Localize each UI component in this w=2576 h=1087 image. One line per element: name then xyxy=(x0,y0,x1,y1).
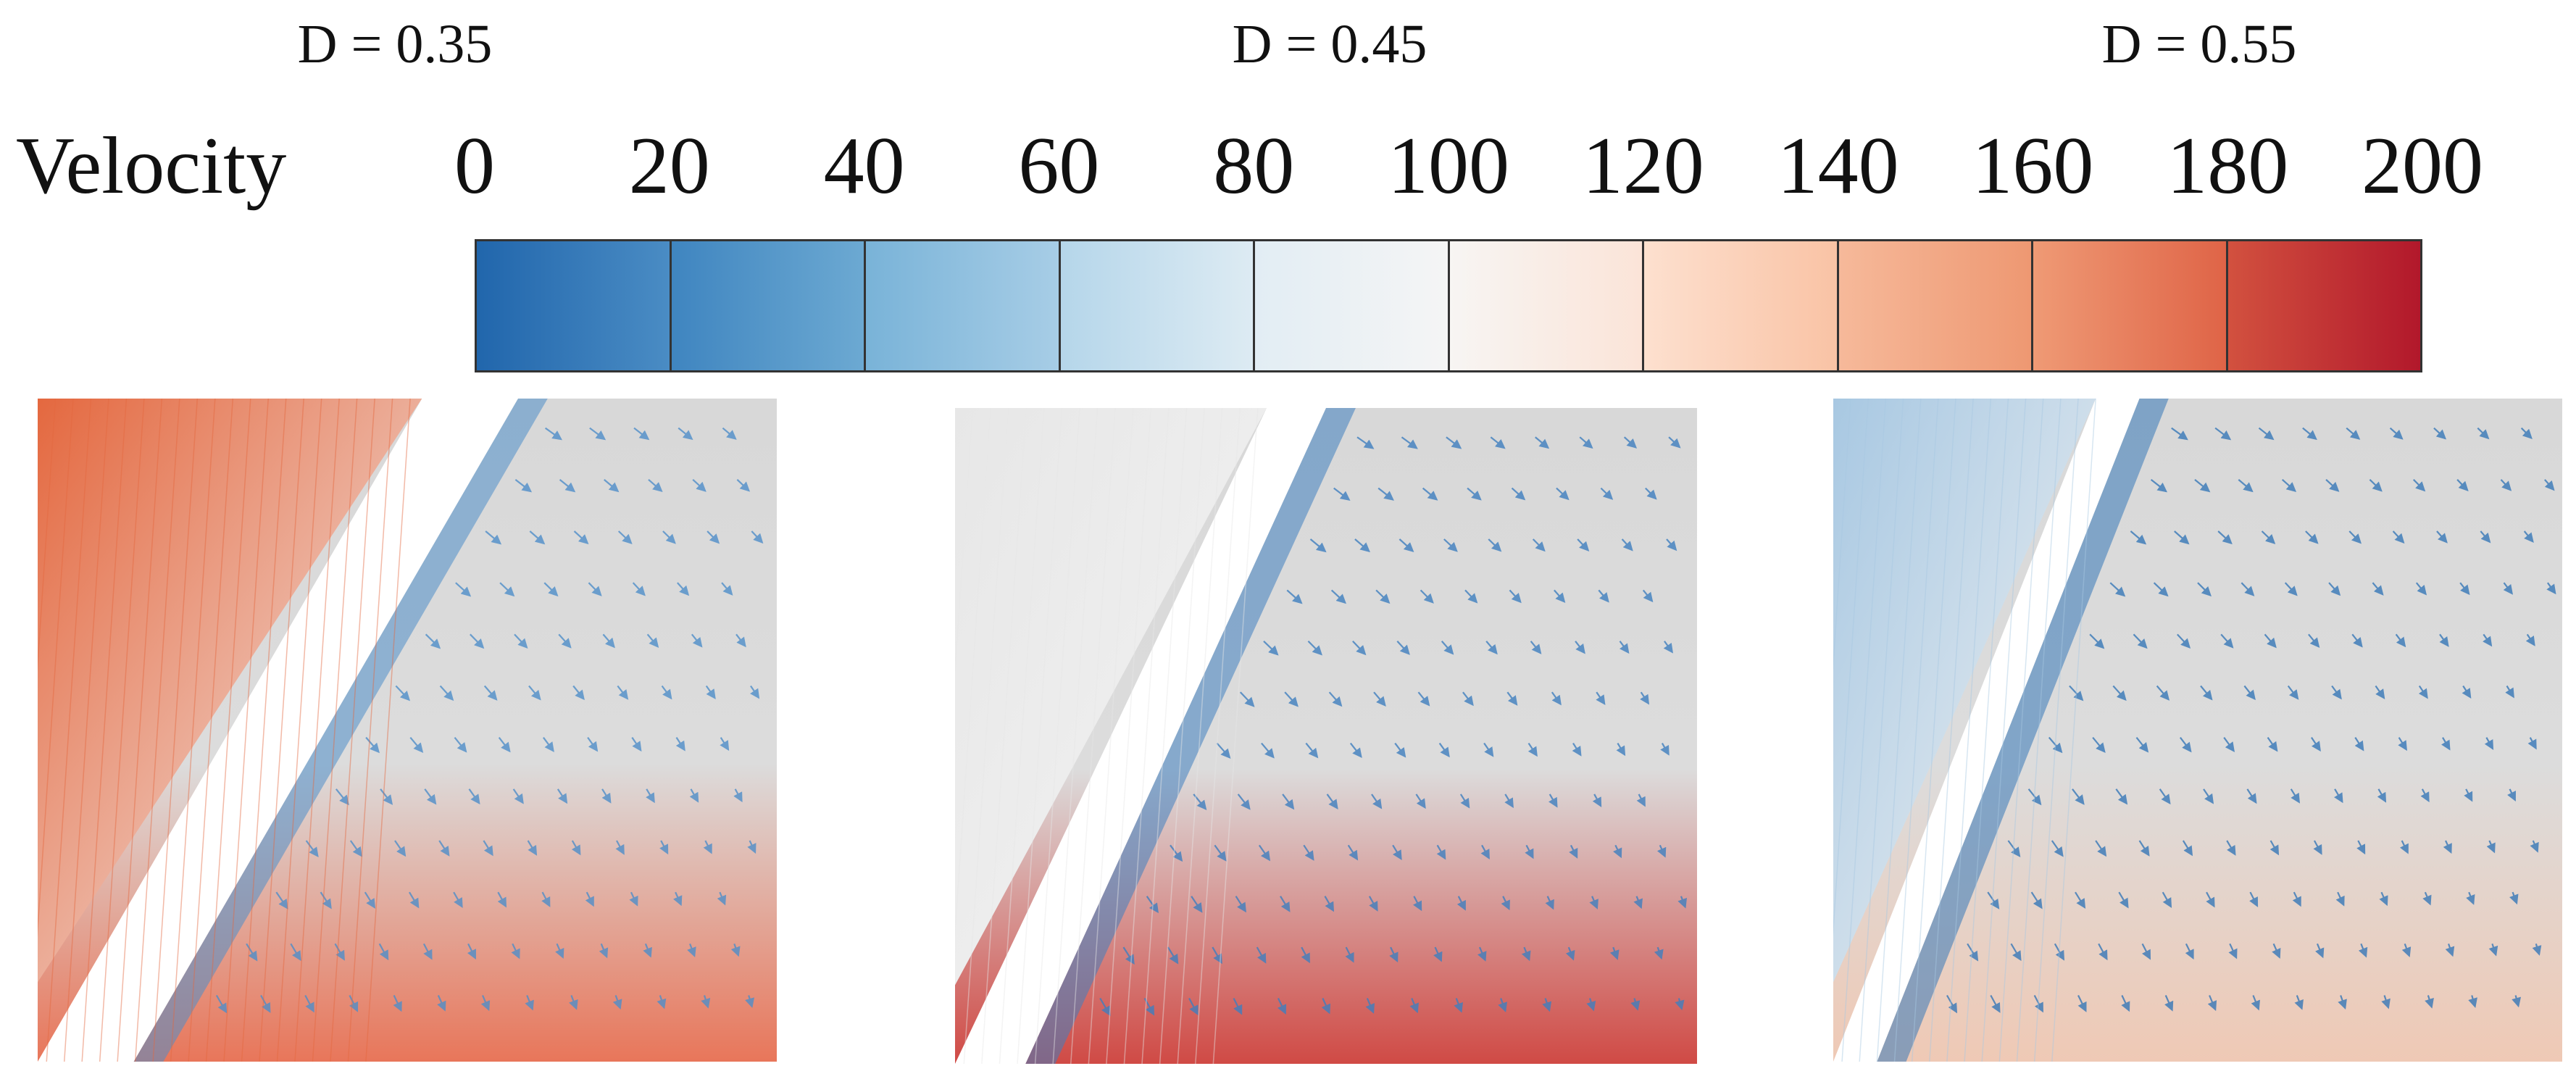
panel-title-d035: D = 0.35 xyxy=(297,14,493,75)
colorbar-tick-label: 140 xyxy=(1777,121,1899,211)
vector-field-panel-d035 xyxy=(38,399,777,1062)
colorbar-tick-labels: 0 20 40 60 80 100 120 140 160 180 200 xyxy=(0,120,2576,221)
colorbar-segment xyxy=(1449,241,1644,370)
vector-field-plot xyxy=(38,399,777,1062)
colorbar-tick-label: 160 xyxy=(1972,121,2094,211)
velocity-colorbar xyxy=(475,239,2422,372)
colorbar-tick-label: 80 xyxy=(1213,121,1295,211)
colorbar-tick-label: 180 xyxy=(2167,121,2289,211)
colorbar-segment xyxy=(1255,241,1450,370)
colorbar-segment xyxy=(2033,241,2228,370)
colorbar-tick-label: 0 xyxy=(454,121,495,211)
colorbar-tick-label: 120 xyxy=(1582,121,1704,211)
colorbar-segment xyxy=(1060,241,1255,370)
colorbar-tick-label: 40 xyxy=(823,121,905,211)
vector-field-panel-d055 xyxy=(1833,399,2562,1062)
colorbar-segment xyxy=(671,241,866,370)
colorbar-segment xyxy=(1644,241,1839,370)
vector-field-plot xyxy=(955,408,1697,1064)
colorbar-tick-label: 60 xyxy=(1018,121,1100,211)
colorbar-segment xyxy=(866,241,1061,370)
vector-field-plot xyxy=(1833,399,2562,1062)
colorbar-segment xyxy=(2227,241,2420,370)
vector-field-panel-d045 xyxy=(955,408,1697,1064)
panel-title-d045: D = 0.45 xyxy=(1232,14,1427,75)
colorbar-tick-label: 20 xyxy=(628,121,710,211)
panel-title-d055: D = 0.55 xyxy=(2101,14,2297,75)
colorbar-tick-label: 100 xyxy=(1388,121,1509,211)
colorbar-segment xyxy=(477,241,672,370)
colorbar-segment xyxy=(1838,241,2033,370)
colorbar-label: Velocity xyxy=(16,121,287,211)
colorbar-tick-label: 200 xyxy=(2362,121,2483,211)
